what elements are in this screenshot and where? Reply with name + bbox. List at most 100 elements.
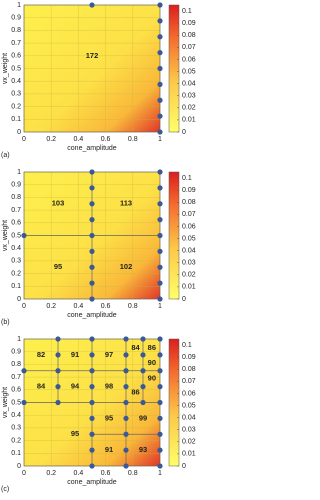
colorbar-tick-label: 0.05: [182, 402, 196, 409]
sample-point: [157, 232, 163, 239]
x-tick-label: 0: [22, 470, 26, 477]
region-label: 82: [37, 350, 45, 359]
region-label: 86: [148, 343, 156, 352]
region-label: 84: [37, 382, 46, 391]
sample-point: [55, 352, 61, 358]
y-tick-label: 0.9: [11, 15, 21, 22]
sample-point: [157, 384, 163, 390]
sample-point: [140, 368, 146, 374]
y-tick-label: 0: [17, 463, 21, 470]
sample-point: [123, 431, 129, 437]
sample-point: [157, 185, 163, 191]
sample-point: [89, 280, 95, 286]
y-tick-label: 0.2: [11, 437, 21, 444]
sample-point: [123, 463, 129, 469]
sample-point: [123, 447, 129, 453]
region-label: 97: [105, 350, 113, 359]
sample-point: [89, 336, 95, 342]
sample-point: [157, 336, 163, 342]
x-tick-label: 0.8: [128, 470, 138, 477]
sample-point: [89, 415, 95, 421]
y-axis-label: vx_weight: [2, 387, 9, 418]
colorbar-tick-label: 0: [182, 296, 186, 303]
region-label: 99: [139, 413, 147, 422]
colorbar-tick-label: 0.07: [182, 211, 196, 218]
sample-point: [21, 368, 27, 374]
sample-point: [157, 97, 163, 103]
y-tick-label: 0.2: [11, 270, 21, 277]
sample-point: [55, 384, 61, 390]
y-tick-label: 0.8: [11, 27, 21, 34]
colorbar-tick-label: 0.03: [182, 93, 196, 100]
colorbar: [168, 338, 180, 467]
region-label: 172: [86, 51, 99, 60]
y-tick-label: 0.6: [11, 220, 21, 227]
y-tick-label: 0.6: [11, 387, 21, 394]
region-label: 98: [105, 382, 113, 391]
sample-point: [157, 296, 163, 302]
colorbar-tick-label: 0.02: [182, 272, 196, 279]
y-tick-label: 0.6: [11, 53, 21, 60]
x-tick-label: 0.2: [46, 470, 56, 477]
x-axis-label: cone_amplitude: [67, 479, 117, 486]
x-tick-label: 1: [158, 303, 162, 310]
y-tick-label: 0.5: [11, 65, 21, 72]
sample-point: [157, 368, 163, 374]
colorbar-tick-label: 0.07: [182, 44, 196, 51]
colorbar-tick-label: 0.01: [182, 451, 196, 458]
x-tick-label: 0.4: [74, 470, 84, 477]
x-tick-label: 1: [158, 136, 162, 143]
sample-point: [157, 113, 163, 119]
colorbar-tick-label: 0.06: [182, 390, 196, 397]
colorbar-tick-label: 0.1: [182, 8, 192, 15]
colorbar-tick-label: 0.05: [182, 235, 196, 242]
sample-point: [89, 352, 95, 358]
y-tick-label: 0.3: [11, 425, 21, 432]
y-tick-label: 0.3: [11, 258, 21, 265]
colorbar-tick-label: 0.03: [182, 427, 196, 434]
y-tick-label: 0.7: [11, 207, 21, 214]
x-tick-label: 0.8: [128, 136, 138, 143]
x-tick-label: 0: [22, 136, 26, 143]
y-tick-label: 0.4: [11, 412, 21, 419]
colorbar-tick-label: 0.06: [182, 223, 196, 230]
y-tick-label: 0.1: [11, 116, 21, 123]
sample-point: [157, 399, 163, 406]
region-label: 86: [131, 387, 139, 396]
x-tick-label: 1: [158, 470, 162, 477]
y-tick-label: 0.8: [11, 361, 21, 368]
region-label: 113: [120, 199, 132, 208]
colorbar-tick-label: 0.1: [182, 342, 192, 349]
sample-point: [157, 129, 163, 135]
region-label: 103: [52, 199, 65, 208]
region-label: 90: [148, 373, 156, 382]
y-tick-label: 1: [17, 169, 21, 176]
y-axis-label: vx_weight: [2, 53, 9, 84]
sample-point: [140, 352, 146, 358]
colorbar-tick-label: 0.09: [182, 20, 196, 27]
colorbar-tick-label: 0.04: [182, 247, 196, 254]
region-label: 93: [139, 445, 147, 454]
sample-point: [89, 201, 95, 207]
sample-point: [89, 264, 95, 270]
sample-point: [89, 447, 95, 453]
sample-point: [123, 399, 129, 406]
region-label: 95: [71, 429, 79, 438]
sample-point: [157, 280, 163, 286]
colorbar-tick-label: 0.08: [182, 32, 196, 39]
figure: 0 0.2 0.4 0.6 0.8 1 0 0.1 0.2 0.3 0.4 0.5 0.6 0.7 0.8 0…: [1, 2, 196, 493]
sample-point: [140, 384, 146, 390]
colorbar-tick-label: 0.05: [182, 68, 196, 75]
colorbar-tick-label: 0.1: [182, 175, 192, 182]
colorbar-tick-label: 0: [182, 463, 186, 470]
sample-point: [157, 264, 163, 270]
panel-caption: (c): [1, 486, 9, 493]
y-tick-label: 0.1: [11, 450, 21, 457]
colorbar-tick-label: 0.08: [182, 199, 196, 206]
colorbar-tick-label: 0.08: [182, 366, 196, 373]
colorbar-tick-label: 0.04: [182, 414, 196, 421]
sample-point: [123, 352, 129, 358]
sample-point: [157, 415, 163, 421]
panel-caption: (b): [1, 319, 10, 326]
y-tick-label: 0: [17, 129, 21, 136]
